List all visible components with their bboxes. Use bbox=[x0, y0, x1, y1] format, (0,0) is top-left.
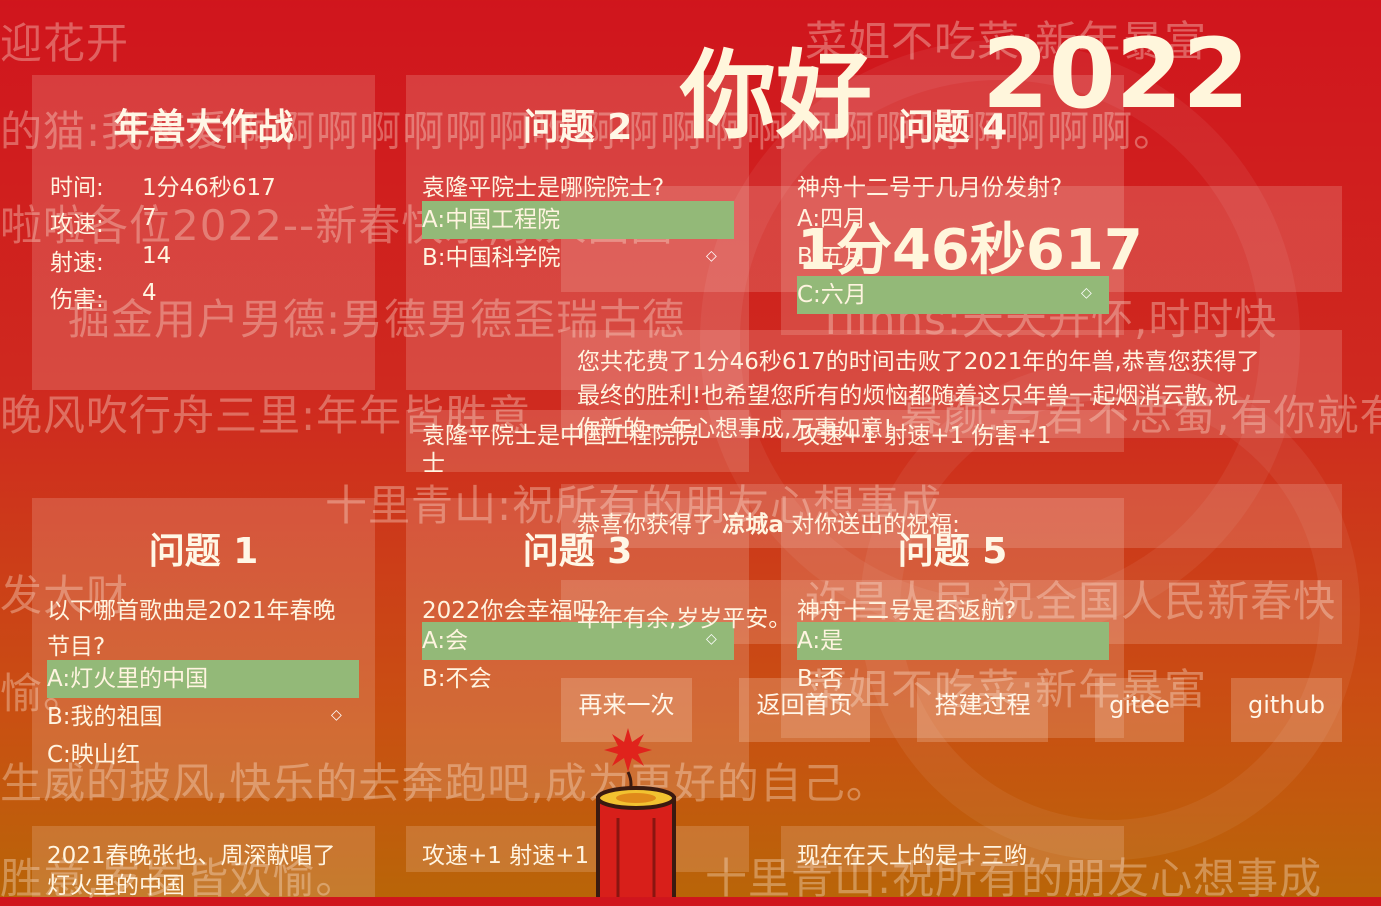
explain-3-panel bbox=[406, 826, 749, 872]
question-4-text: 神舟十二号于几月份发射? bbox=[797, 175, 1063, 201]
question-2-option-b[interactable]: B:中国科学院 bbox=[422, 245, 561, 271]
message-line-3: 你新的一年心想事成,万事如意! bbox=[577, 416, 893, 442]
question-1-option-b[interactable]: B:我的祖国 bbox=[47, 704, 163, 730]
question-1-option-c[interactable]: C:映山红 bbox=[47, 742, 140, 768]
stats-title: 年兽大作战 bbox=[113, 107, 294, 148]
question-5-option-a[interactable]: A:是 bbox=[797, 622, 1109, 660]
diamond-icon: ◇ bbox=[706, 631, 717, 647]
danmaku-text: 的猫:我恋爱啊啊啊啊啊啊啊啊啊啊啊啊啊啊啊啊啊啊啊啊啊。 bbox=[0, 107, 1177, 156]
github-button[interactable]: github bbox=[1231, 678, 1342, 742]
question-1-text: 以下哪首歌曲是2021年春晚 bbox=[47, 598, 336, 624]
danmaku-text: 许昌人民:祝全国人民新春快 bbox=[805, 577, 1337, 626]
question-3-title: 问题 3 bbox=[522, 531, 633, 572]
back-home-button[interactable]: 返回首页 bbox=[739, 678, 870, 742]
danmaku-text: 十里青山:祝所有的朋友心想事成 bbox=[325, 481, 943, 530]
blessing-text: 年年有余,岁岁平安。 bbox=[577, 606, 792, 632]
message-line-2: 最终的胜利!也希望您所有的烦恼都随着这只年兽一起烟消云散,祝 bbox=[577, 383, 1238, 409]
blessing-user: 凉城a bbox=[722, 512, 784, 538]
blessing-panel bbox=[561, 484, 1342, 548]
danmaku-text: 菜姐不吃菜:新年暴富 bbox=[805, 17, 1208, 66]
question-1-explain: 2021春晚张也、周深献唱了 bbox=[47, 843, 336, 869]
question-5-explain: 现在在天上的是十三哟 bbox=[797, 843, 1027, 869]
question-1-title: 问题 1 bbox=[148, 531, 259, 572]
blessing-prefix: 恭喜你获得了 bbox=[577, 512, 715, 538]
question-1-panel bbox=[32, 498, 375, 798]
time-value: 1分46秒617 bbox=[142, 175, 276, 201]
question-4-title: 问题 4 bbox=[897, 107, 1008, 148]
play-again-button[interactable]: 再来一次 bbox=[561, 678, 692, 742]
hello-title: 你好 bbox=[680, 40, 872, 152]
question-5-text: 神舟十二号是否返航? bbox=[797, 598, 1017, 624]
question-5-title: 问题 5 bbox=[897, 531, 1008, 572]
blessing-suffix: 对你送出的祝福: bbox=[791, 512, 960, 538]
question-1-explain: 灯火里的中国 bbox=[47, 873, 185, 899]
danmaku-text: 胜意,岁岁皆欢愉。 bbox=[0, 854, 359, 903]
question-3-option-a[interactable]: A:会 bbox=[422, 622, 734, 660]
gitee-button[interactable]: gitee bbox=[1095, 678, 1184, 742]
question-3-option-b[interactable]: B:不会 bbox=[422, 666, 492, 692]
question-2-explain: 袁隆平院士是中国工程院院 bbox=[422, 423, 698, 449]
danmaku-text: 掘金用户男德:男德男德歪瑞古德 bbox=[68, 295, 686, 344]
shoot-speed-value: 14 bbox=[142, 243, 172, 269]
attack-speed-label: 攻速: bbox=[50, 212, 104, 238]
blessing-header: 恭喜你获得了 凉城a 对你送出的祝福: bbox=[577, 505, 960, 539]
explain-5-panel bbox=[781, 826, 1124, 872]
attack-speed-value: 7 bbox=[142, 205, 157, 231]
question-2-title: 问题 2 bbox=[522, 107, 633, 148]
diamond-icon: ◇ bbox=[331, 707, 342, 723]
question-4-explain: 攻速+1 射速+1 伤害+1 bbox=[797, 423, 1052, 449]
question-1-text: 节目? bbox=[47, 634, 106, 660]
danmaku-text: 生威的披风,快乐的去奔跑吧,成为更好的自己。 bbox=[0, 759, 889, 808]
damage-label: 伤害: bbox=[50, 287, 104, 313]
question-1-option-a[interactable]: A:灯火里的中国 bbox=[47, 660, 359, 698]
danmaku-text: 菜姐不吃菜:新年暴富 bbox=[805, 665, 1208, 714]
danmaku-text: 迎花开 bbox=[0, 19, 130, 68]
message-line-1: 您共花费了1分46秒617的时间击败了2021年的年兽,恭喜您获得了 bbox=[577, 349, 1260, 375]
danmaku-text: 十里青山:祝所有的朋友心想事成 bbox=[705, 854, 1323, 903]
diamond-icon: ◇ bbox=[1081, 285, 1092, 301]
time-label: 时间: bbox=[50, 175, 104, 201]
question-2-text: 袁隆平院士是哪院院士? bbox=[422, 175, 665, 201]
explain-4-panel bbox=[781, 410, 1124, 452]
question-2-option-a[interactable]: A:中国工程院 bbox=[422, 201, 734, 239]
question-4-option-c[interactable]: C:六月 bbox=[797, 276, 1109, 314]
question-5-option-b[interactable]: B:否 bbox=[797, 666, 844, 692]
message-panel bbox=[561, 330, 1342, 438]
question-4-option-b[interactable]: B:五月 bbox=[797, 244, 867, 270]
diamond-icon: ◇ bbox=[706, 248, 717, 264]
firecracker-icon bbox=[588, 728, 684, 906]
danmaku-text: 暮颜:与君不思蜀,有你就有仙 bbox=[900, 391, 1381, 440]
shoot-speed-label: 射速: bbox=[50, 250, 104, 276]
year-title: 2022 bbox=[982, 18, 1250, 130]
result-time: 1分46秒617 bbox=[797, 218, 1143, 283]
danmaku-text: 晚风吹行舟三里:年年皆胜意 bbox=[0, 391, 532, 440]
question-4-option-a[interactable]: A:四月 bbox=[797, 206, 867, 232]
stats-panel bbox=[32, 75, 375, 390]
danmaku-text: 发大财 bbox=[0, 571, 130, 620]
explain-2-panel bbox=[406, 410, 749, 472]
question-5-panel bbox=[781, 498, 1124, 738]
build-process-button[interactable]: 搭建过程 bbox=[917, 678, 1048, 742]
question-2-explain: 士 bbox=[422, 451, 445, 477]
damage-value: 4 bbox=[142, 280, 157, 306]
explain-1-panel bbox=[32, 826, 375, 897]
question-3-text: 2022你会幸福吗? bbox=[422, 598, 608, 624]
